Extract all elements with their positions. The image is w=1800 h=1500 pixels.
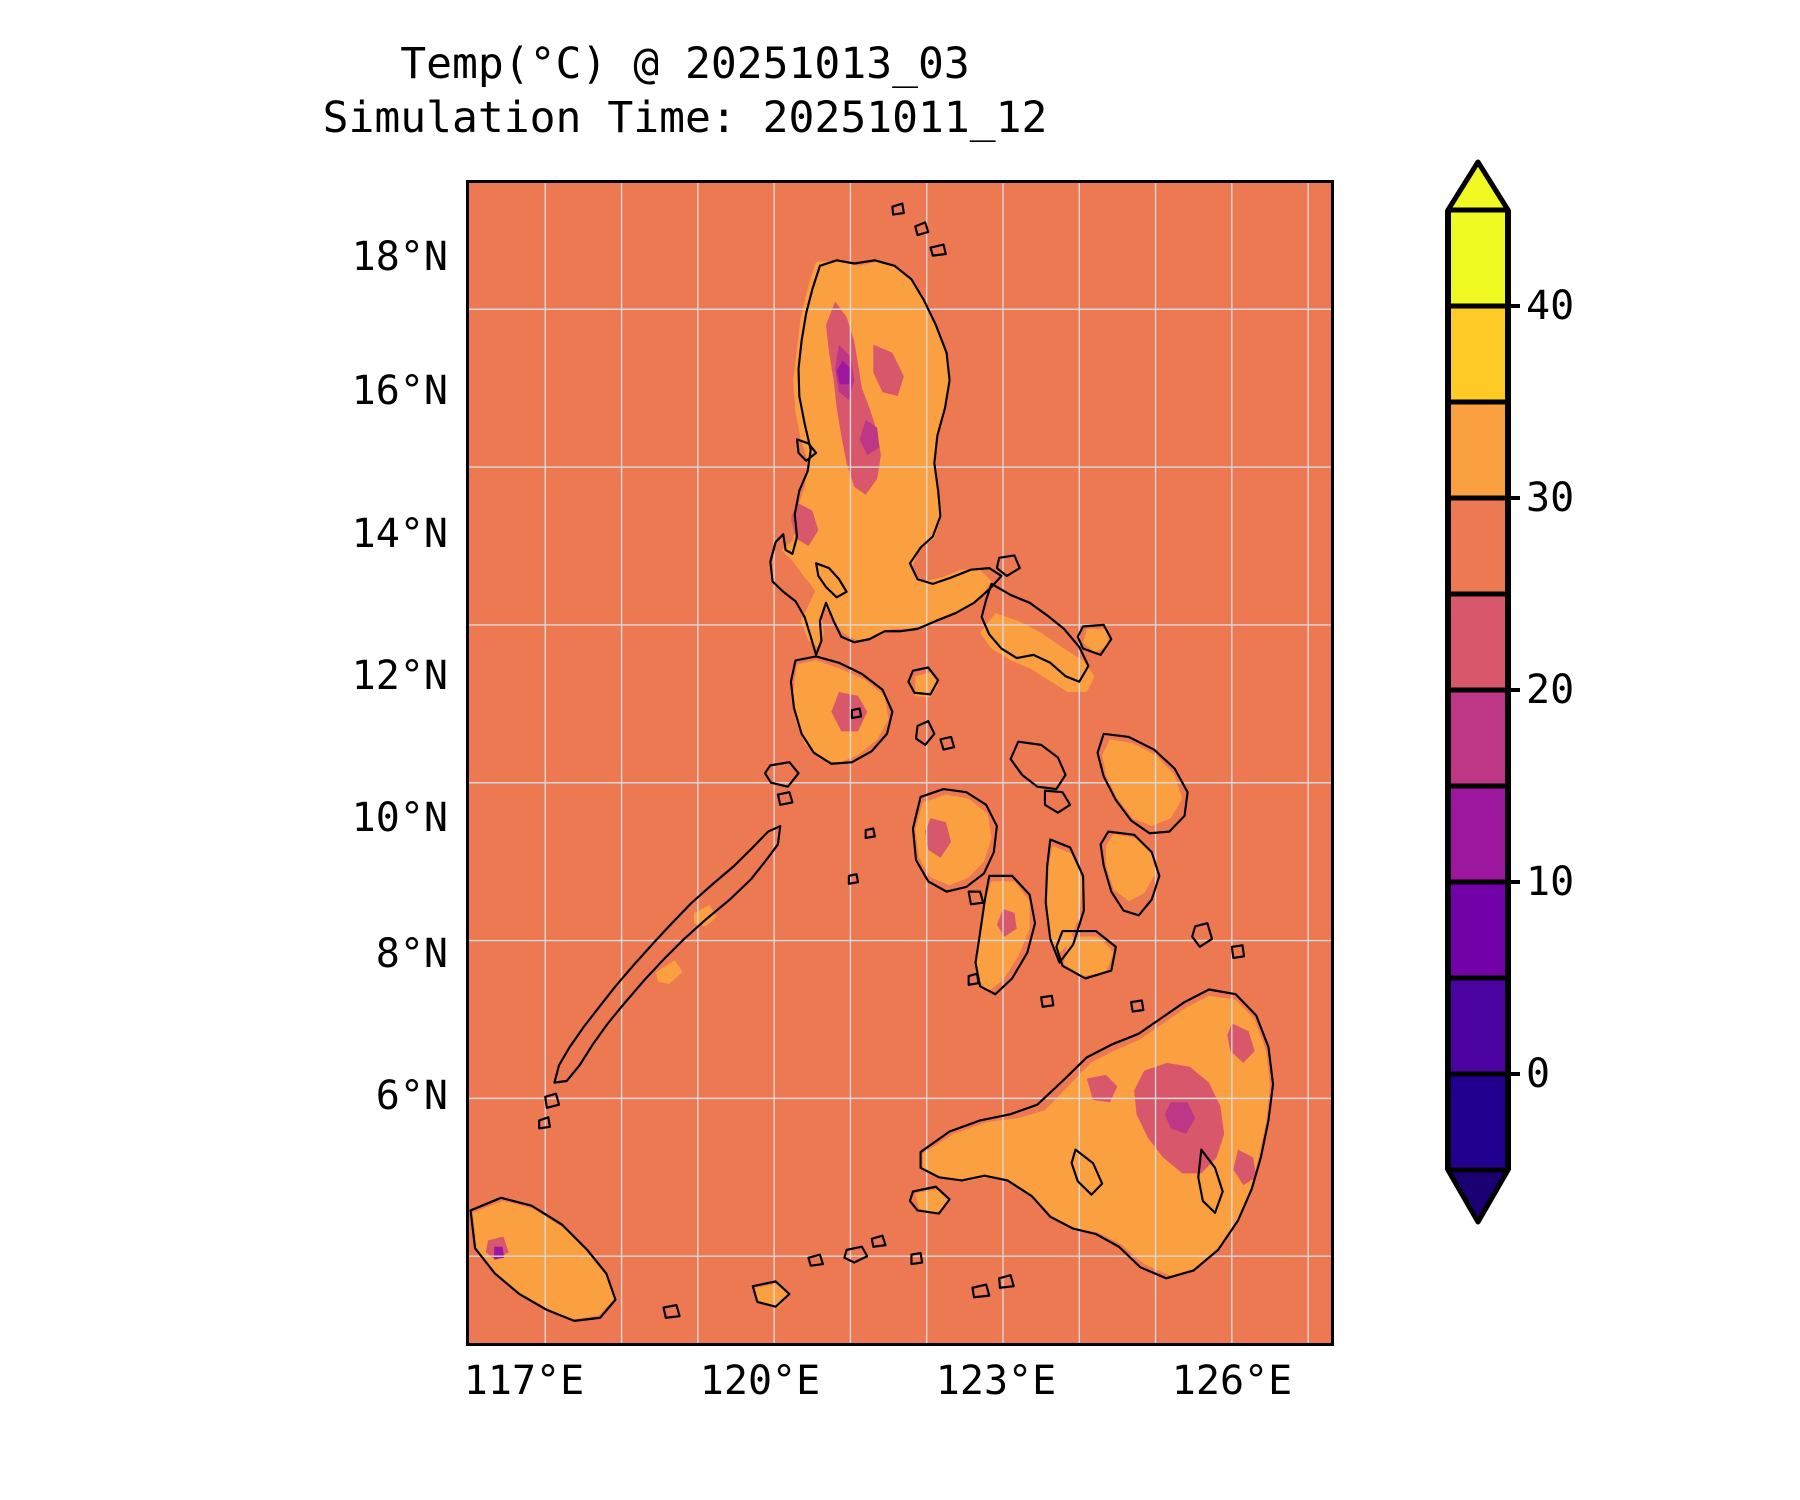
colorbar-tick-label-10: 10 [1526, 859, 1575, 905]
temperature-contour-map [469, 183, 1331, 1343]
x-tick-label-123E: 123°E [935, 1358, 1057, 1404]
title-line-1: Temp(°C) @ 20251013_03 [400, 39, 970, 89]
x-tick-label-117E: 117°E [463, 1358, 585, 1404]
colorbar-tick-label-30: 30 [1526, 475, 1575, 521]
colorbar-tickmark-0 [1496, 1072, 1520, 1076]
y-tick-label-16N: 16°N [351, 368, 448, 414]
y-tick-label-18N: 18°N [351, 234, 448, 280]
colorbar-tick-label-40: 40 [1526, 283, 1575, 329]
figure-title: Temp(°C) @ 20251013_03 Simulation Time: … [0, 38, 1370, 146]
y-tick-label-10N: 10°N [351, 795, 448, 841]
x-tick-label-120E: 120°E [699, 1358, 821, 1404]
coastlines [469, 202, 1275, 1323]
colorbar-tickmark-30 [1496, 496, 1520, 500]
map-plot-area[interactable] [466, 180, 1334, 1346]
colorbar-over-arrow [1445, 159, 1511, 213]
y-tick-label-12N: 12°N [351, 653, 448, 699]
title-line-2: Simulation Time: 20251011_12 [322, 92, 1048, 143]
colorbar-gradient [1445, 159, 1511, 1225]
colorbar-tickmark-20 [1496, 688, 1520, 692]
y-tick-label-6N: 6°N [375, 1073, 448, 1119]
y-tick-label-14N: 14°N [351, 511, 448, 557]
colorbar[interactable]: 40 30 20 10 0 [1418, 150, 1748, 1350]
colorbar-tick-label-0: 0 [1526, 1051, 1551, 1097]
colorbar-tick-label-20: 20 [1526, 667, 1575, 713]
y-tick-label-8N: 8°N [375, 931, 448, 977]
colorbar-tickmark-40 [1496, 304, 1520, 308]
x-tick-label-126E: 126°E [1171, 1358, 1293, 1404]
colorbar-under-arrow [1445, 1167, 1511, 1225]
map-gridlines [469, 183, 1331, 1343]
colorbar-tickmark-10 [1496, 880, 1520, 884]
